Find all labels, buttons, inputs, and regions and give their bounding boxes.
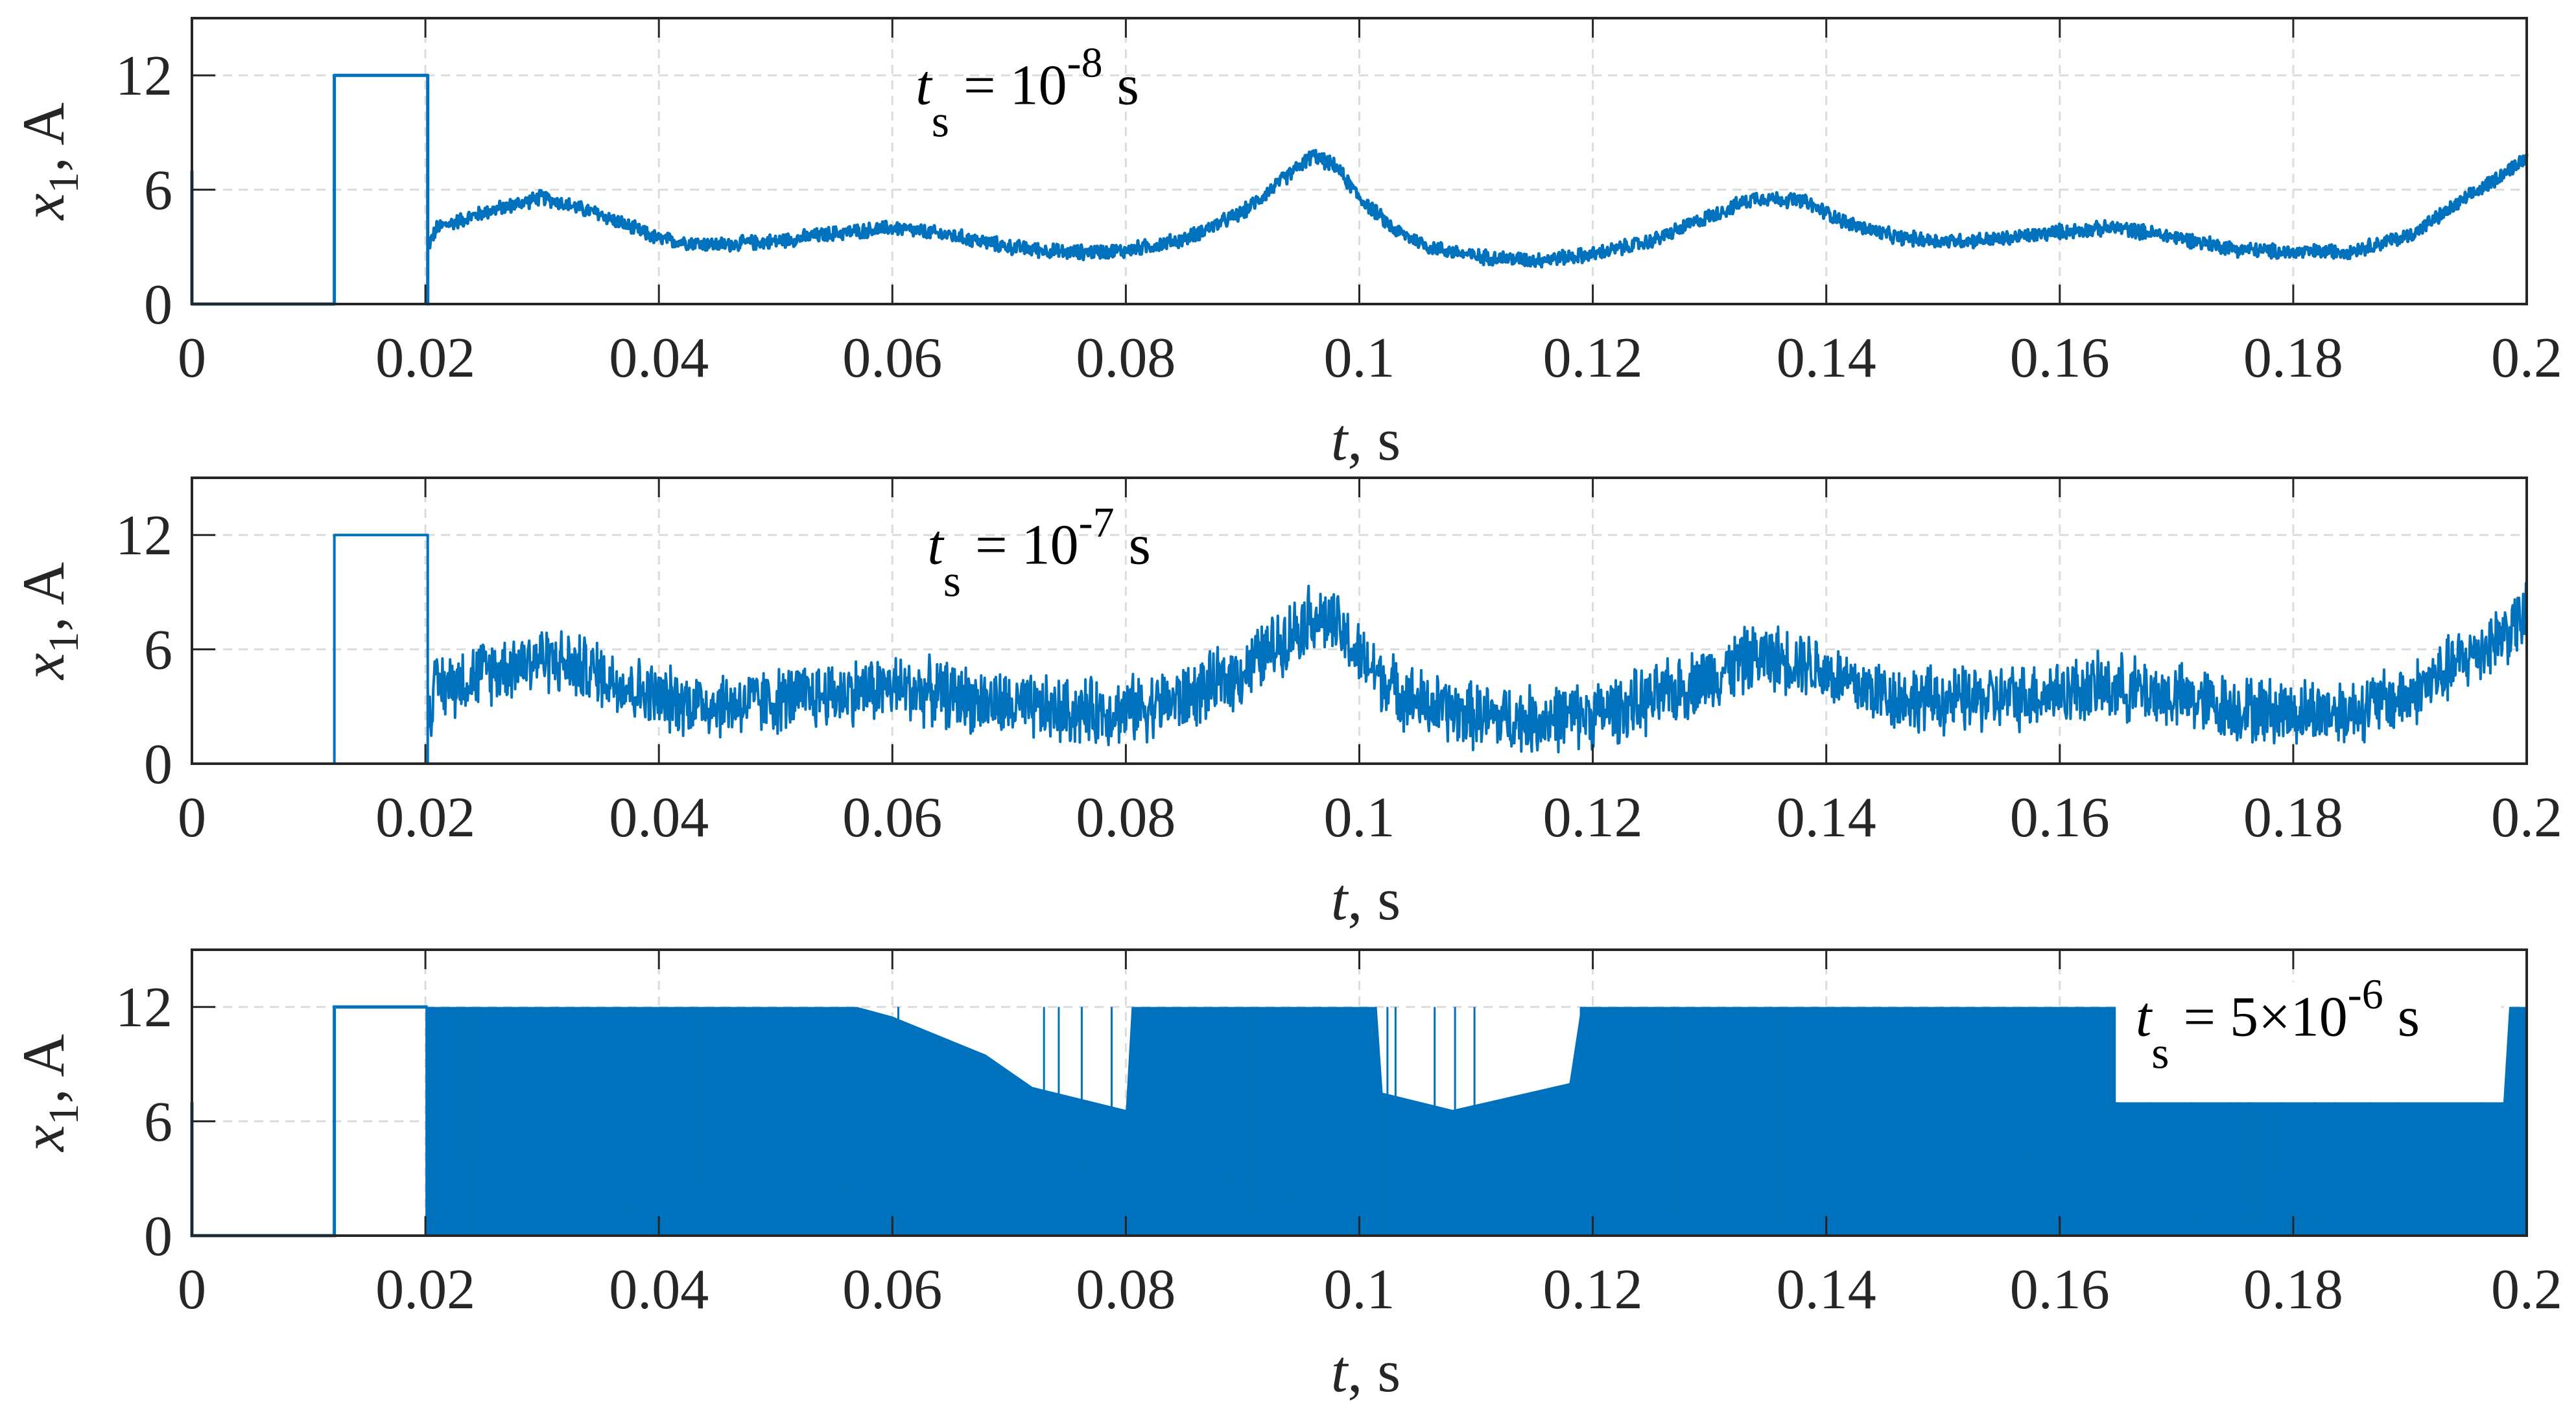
y-tick-label: 0 bbox=[144, 1205, 172, 1268]
y-axis-label-unit: , A bbox=[10, 562, 77, 631]
y-axis-label-unit: , A bbox=[10, 1034, 77, 1103]
x-tick-label: 0.1 bbox=[1324, 327, 1395, 390]
x-axis-label: t, s bbox=[1331, 866, 1400, 932]
x-axis-label-unit: , s bbox=[1347, 406, 1400, 473]
annotation-sub: s bbox=[943, 556, 961, 606]
y-axis-label-sub: 1 bbox=[40, 631, 88, 653]
x-tick-label: 0.12 bbox=[1543, 327, 1643, 390]
annotation-unit: s bbox=[1103, 54, 1139, 117]
y-tick-label: 6 bbox=[144, 619, 172, 682]
y-tick-label: 12 bbox=[115, 45, 172, 108]
x-tick-label: 0 bbox=[178, 327, 206, 390]
x-tick-label: 0.14 bbox=[1777, 327, 1876, 390]
x-axis-label-unit: , s bbox=[1347, 1338, 1400, 1404]
y-axis-label-var: x bbox=[10, 193, 77, 221]
x-tick-label: 0.04 bbox=[609, 327, 709, 390]
panel-1: 0 0.02 0.04 0.06 0.08 0.1 0.12 0.14 0.16 0.18 0.2 0… bbox=[10, 17, 2562, 473]
y-axis-label-sub: 1 bbox=[40, 172, 88, 193]
annotation-eq: = 5×10 bbox=[2169, 985, 2348, 1048]
annotation-exp: -8 bbox=[1067, 39, 1103, 86]
series-line-x1 bbox=[191, 534, 2528, 765]
x-tick-label: 0.08 bbox=[1076, 786, 1176, 849]
x-tick-label: 0.06 bbox=[842, 327, 942, 390]
x-axis-label-var: t bbox=[1331, 866, 1349, 932]
x-axis-label-var: t bbox=[1331, 1338, 1349, 1404]
x-tick-label: 0.02 bbox=[375, 327, 475, 390]
y-axis-label-sub: 1 bbox=[40, 1103, 88, 1125]
annotation-sub: s bbox=[932, 97, 949, 147]
x-tick-label: 0.2 bbox=[2491, 786, 2562, 849]
y-tick-label: 0 bbox=[144, 733, 172, 796]
annotation-sub: s bbox=[2151, 1028, 2169, 1078]
annotation-sampling-time: ts = 10-7 s bbox=[927, 499, 1151, 606]
x-tick-label: 0.16 bbox=[2010, 1258, 2110, 1321]
y-axis-label-var: x bbox=[10, 653, 77, 681]
x-tick-label: 0.12 bbox=[1543, 1258, 1643, 1321]
annotation-var: t bbox=[927, 513, 945, 576]
x-axis-label-unit: , s bbox=[1347, 866, 1400, 932]
series-line-x1 bbox=[190, 73, 2529, 306]
x-tick-label: 0.1 bbox=[1324, 1258, 1395, 1321]
panel-3: 0 0.02 0.04 0.06 0.08 0.1 0.12 0.14 0.16 0.18 0.2 0… bbox=[10, 948, 2562, 1404]
x-tick-label: 0.04 bbox=[609, 786, 709, 849]
annotation-unit: s bbox=[1115, 513, 1151, 576]
x-axis-label: t, s bbox=[1331, 1338, 1400, 1404]
y-tick-label: 12 bbox=[115, 504, 172, 567]
x-tick-label: 0.08 bbox=[1076, 1258, 1176, 1321]
annotation-eq: = 10 bbox=[949, 54, 1067, 117]
x-axis-label-var: t bbox=[1331, 406, 1349, 473]
x-tick-label: 0.18 bbox=[2243, 327, 2343, 390]
y-tick-label: 6 bbox=[144, 159, 172, 222]
annotation-eq: = 10 bbox=[961, 513, 1079, 576]
x-tick-label: 0.16 bbox=[2010, 327, 2110, 390]
annotation-var: t bbox=[2136, 985, 2153, 1048]
annotation-var: t bbox=[916, 54, 933, 117]
x-tick-label: 0.1 bbox=[1324, 786, 1395, 849]
y-axis-label: x1, A bbox=[10, 562, 88, 681]
x-tick-label: 0.02 bbox=[375, 1258, 475, 1321]
series-switching-band bbox=[425, 1007, 2527, 1236]
annotation-sampling-time: ts = 5×10-6 s bbox=[2136, 970, 2420, 1078]
y-axis-label: x1, A bbox=[10, 1034, 88, 1153]
x-tick-label: 0 bbox=[178, 786, 206, 849]
annotation-unit: s bbox=[2383, 985, 2420, 1048]
x-tick-label: 0.18 bbox=[2243, 1258, 2343, 1321]
x-tick-label: 0.04 bbox=[609, 1258, 709, 1321]
x-tick-label: 0.06 bbox=[842, 1258, 942, 1321]
annotation-exp: -7 bbox=[1079, 499, 1115, 546]
y-tick-label: 12 bbox=[115, 976, 172, 1039]
x-tick-label: 0 bbox=[178, 1258, 206, 1321]
x-tick-label: 0.02 bbox=[375, 786, 475, 849]
x-tick-label: 0.2 bbox=[2491, 327, 2562, 390]
panel-2: 0 0.02 0.04 0.06 0.08 0.1 0.12 0.14 0.16 0.18 0.2 0… bbox=[10, 476, 2562, 932]
x-tick-label: 0.16 bbox=[2010, 786, 2110, 849]
x-tick-label: 0.12 bbox=[1543, 786, 1643, 849]
x-tick-label: 0.14 bbox=[1777, 1258, 1876, 1321]
y-axis-label: x1, A bbox=[10, 102, 88, 221]
x-tick-label: 0.18 bbox=[2243, 786, 2343, 849]
x-axis-label: t, s bbox=[1331, 406, 1400, 473]
x-tick-label: 0.14 bbox=[1777, 786, 1876, 849]
x-tick-label: 0.06 bbox=[842, 786, 942, 849]
y-tick-label: 0 bbox=[144, 274, 172, 336]
y-tick-label: 6 bbox=[144, 1091, 172, 1154]
annotation-exp: -6 bbox=[2348, 970, 2383, 1018]
x-tick-label: 0.2 bbox=[2491, 1258, 2562, 1321]
annotation-background bbox=[2116, 982, 2501, 1103]
x-tick-label: 0.08 bbox=[1076, 327, 1176, 390]
y-axis-label-unit: , A bbox=[10, 102, 77, 172]
y-axis-label-var: x bbox=[10, 1125, 77, 1153]
annotation-sampling-time: ts = 10-8 s bbox=[916, 39, 1139, 147]
